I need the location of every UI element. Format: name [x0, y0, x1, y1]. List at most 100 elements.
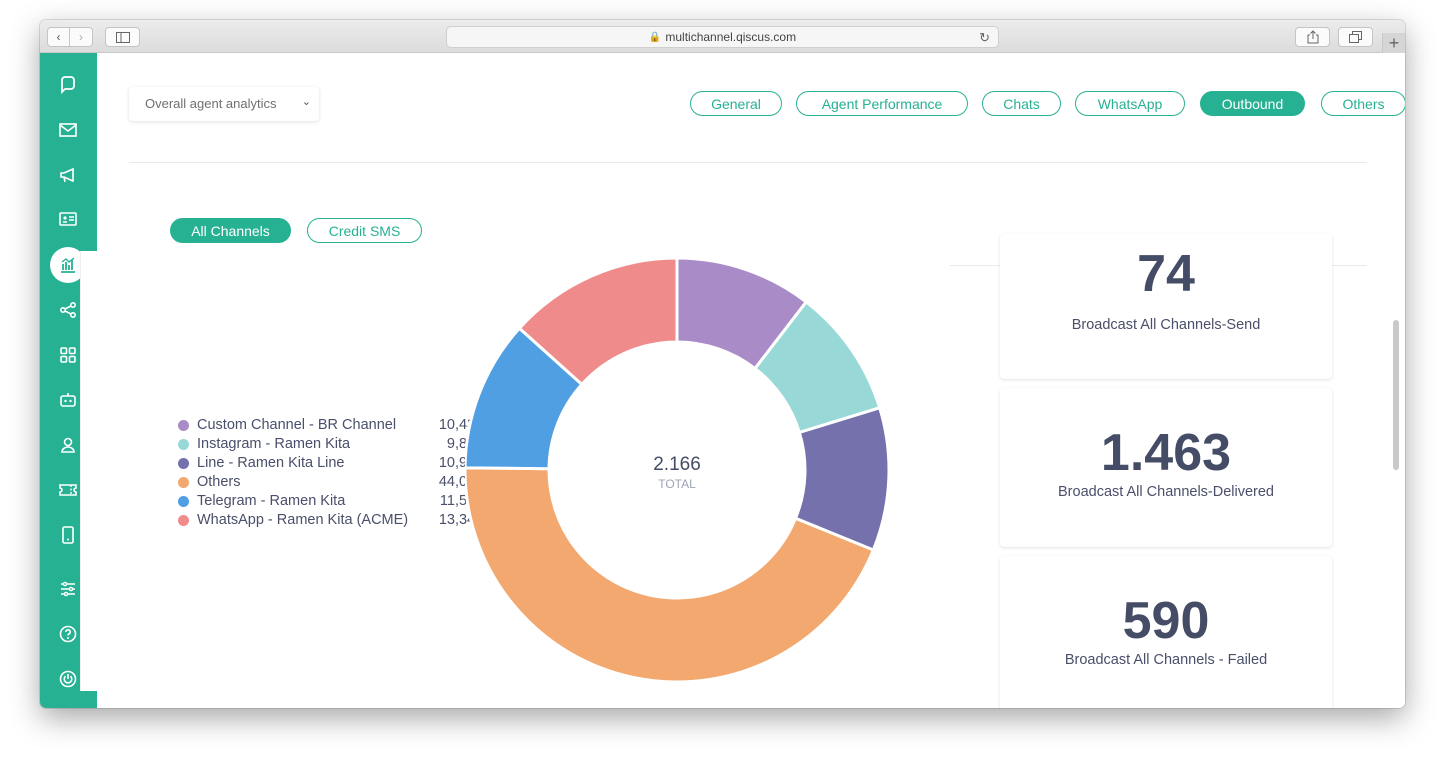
legend-label: Telegram - Ramen Kita — [197, 493, 346, 509]
chat-icon — [61, 76, 75, 95]
page-scrollbar[interactable] — [1393, 320, 1399, 470]
back-button[interactable]: ‹ — [47, 27, 70, 47]
header-divider — [129, 162, 1367, 163]
chevron-left-icon: ‹ — [56, 30, 61, 44]
tab-others[interactable]: Others — [1321, 91, 1405, 116]
tab-label: WhatsApp — [1097, 95, 1163, 112]
new-tab-button[interactable]: + — [1382, 33, 1405, 53]
donut-center: 2.166 TOTAL — [617, 454, 737, 491]
browser-toolbar: ‹ › 🔒 multichannel.qiscus.com ↻ + — [40, 20, 1405, 53]
stat-card-send: 74 Broadcast All Channels-Send — [1000, 234, 1332, 379]
legend-item[interactable]: Telegram - Ramen Kita 11,50% — [178, 493, 488, 512]
donut-slice-5[interactable] — [517, 258, 679, 387]
stat-label: Broadcast All Channels-Send — [1071, 317, 1261, 333]
stat-value: 74 — [1137, 245, 1195, 303]
donut-slice-3[interactable] — [465, 466, 876, 682]
tab-general[interactable]: General — [690, 91, 782, 116]
power-icon — [59, 670, 77, 688]
sidebar-item-power[interactable] — [50, 661, 86, 697]
tab-label: Outbound — [1221, 95, 1284, 112]
forward-button[interactable]: › — [70, 27, 93, 47]
legend-label: Line - Ramen Kita Line — [197, 455, 345, 471]
sidebar-item-contact-card[interactable] — [50, 201, 86, 237]
contact-card-icon — [59, 212, 77, 226]
stat-value: 1.463 — [1100, 424, 1232, 482]
legend-swatch — [178, 477, 189, 488]
sidebar-item-help[interactable] — [50, 616, 86, 652]
analytics-filter-select[interactable]: Overall agent analytics ⌄ — [129, 87, 319, 121]
subtab-label: All Channels — [191, 222, 270, 239]
legend-swatch — [178, 458, 189, 469]
legend-label: Others — [197, 474, 241, 490]
sidebar-item-agent[interactable] — [50, 427, 86, 463]
chevron-right-icon: › — [79, 30, 83, 44]
sidebar-item-settings-sliders[interactable] — [50, 571, 86, 607]
bot-icon — [60, 393, 76, 407]
integration-icon — [59, 301, 77, 319]
legend-label: Instagram - Ramen Kita — [197, 436, 351, 452]
legend-item[interactable]: WhatsApp - Ramen Kita (ACME) 13,34% — [178, 512, 488, 531]
sidebar-item-megaphone[interactable] — [50, 157, 86, 193]
address-bar[interactable]: 🔒 multichannel.qiscus.com ↻ — [446, 26, 999, 48]
legend-swatch — [178, 515, 189, 526]
stat-card-delivered: 1.463 Broadcast All Channels-Delivered — [1000, 388, 1332, 547]
channel-donut-chart — [465, 258, 889, 682]
mail-icon — [59, 123, 77, 137]
reload-icon[interactable]: ↻ — [979, 30, 990, 45]
tab-whatsapp[interactable]: WhatsApp — [1075, 91, 1185, 116]
history-nav: ‹ › — [47, 27, 93, 47]
sidebar-item-apps[interactable] — [50, 337, 86, 373]
apps-icon — [60, 347, 76, 363]
tabs-overview-button[interactable] — [1338, 27, 1373, 47]
stat-value: 590 — [1122, 592, 1210, 650]
legend-item[interactable]: Instagram - Ramen Kita9,83% — [178, 436, 488, 455]
legend-swatch — [178, 420, 189, 431]
subtab-label: Credit SMS — [328, 222, 401, 239]
stat-label: Broadcast All Channels - Failed — [1064, 652, 1268, 668]
agent-icon — [61, 437, 75, 453]
analytics-icon — [61, 257, 75, 273]
ticket-icon — [59, 484, 77, 496]
plus-icon: + — [1388, 33, 1400, 53]
legend-label: WhatsApp - Ramen Kita (ACME) — [197, 512, 409, 528]
subtab-all-channels[interactable]: All Channels — [170, 218, 291, 243]
sidebar-toggle-button[interactable] — [105, 27, 140, 47]
sidebar-item-mobile[interactable] — [50, 517, 86, 553]
legend-item[interactable]: Line - Ramen Kita Line 10,90% — [178, 455, 488, 474]
chart-legend: Custom Channel - BR Channel 10,43% Instagr… — [178, 417, 488, 531]
browser-window: ‹ › 🔒 multichannel.qiscus.com ↻ + Overal… — [40, 20, 1405, 708]
settings-sliders-icon — [61, 581, 75, 597]
legend-swatch — [178, 439, 189, 450]
sidebar-item-chat[interactable] — [50, 67, 86, 103]
lock-icon: 🔒 — [648, 31, 662, 43]
total-label: TOTAL — [658, 477, 696, 491]
tab-label: Chats — [1003, 95, 1040, 112]
tab-label: Others — [1342, 95, 1385, 112]
legend-swatch — [178, 496, 189, 507]
tab-label: General — [711, 95, 761, 112]
stat-card-failed: 590 Broadcast All Channels - Failed — [1000, 556, 1332, 708]
mobile-icon — [62, 526, 74, 544]
sidebar-item-ticket[interactable] — [50, 472, 86, 508]
help-icon — [59, 625, 77, 643]
tab-chats[interactable]: Chats — [982, 91, 1061, 116]
share-button[interactable] — [1295, 27, 1330, 47]
total-value: 2.166 — [653, 454, 701, 475]
tab-agent-performance[interactable]: Agent Performance — [796, 91, 968, 116]
tabs-icon — [1349, 31, 1362, 43]
filter-selected-value: Overall agent analytics — [145, 96, 277, 111]
sidebar-item-integration[interactable] — [50, 292, 86, 328]
legend-item[interactable]: Others 44,00% — [178, 474, 488, 493]
share-icon — [1307, 30, 1318, 44]
sidebar-icon — [115, 31, 130, 43]
stat-label: Broadcast All Channels-Delivered — [1058, 484, 1274, 500]
tab-outbound[interactable]: Outbound — [1200, 91, 1305, 116]
tab-label: Agent Performance — [821, 95, 943, 112]
subtab-credit-sms[interactable]: Credit SMS — [307, 218, 422, 243]
legend-item[interactable]: Custom Channel - BR Channel 10,43% — [178, 417, 488, 436]
sidebar-item-bot[interactable] — [50, 382, 86, 418]
chevron-down-icon: ⌄ — [301, 96, 311, 108]
megaphone-icon — [60, 167, 74, 183]
sidebar-item-mail[interactable] — [50, 112, 86, 148]
legend-label: Custom Channel - BR Channel — [197, 417, 397, 433]
